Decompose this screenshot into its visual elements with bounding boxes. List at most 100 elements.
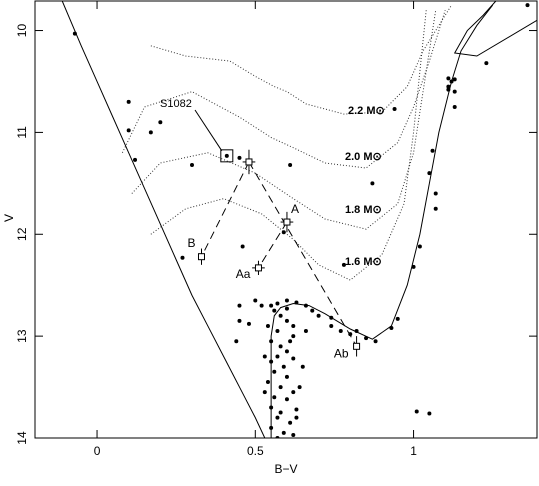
- y-tick-label: 14: [15, 431, 29, 445]
- star: [237, 318, 242, 323]
- star: [262, 354, 267, 359]
- star: [278, 344, 283, 349]
- star: [427, 411, 432, 416]
- star: [284, 318, 289, 323]
- star: [259, 303, 264, 308]
- star: [269, 339, 274, 344]
- s1082-point: [224, 153, 229, 158]
- star: [291, 356, 296, 361]
- x-tick-label: 0.5: [247, 444, 264, 458]
- star: [158, 120, 163, 125]
- star: [370, 181, 375, 186]
- star: [72, 31, 77, 36]
- s1082-label: S1082: [160, 98, 192, 110]
- star: [272, 369, 277, 374]
- s1082-pointer: [194, 109, 223, 152]
- star: [411, 264, 416, 269]
- plot-frame: [34, 0, 538, 439]
- star: [278, 313, 283, 318]
- star: [269, 359, 274, 364]
- star: [291, 334, 296, 339]
- star: [294, 407, 299, 412]
- star: [278, 410, 283, 415]
- star: [265, 323, 270, 328]
- star: [525, 3, 530, 8]
- star: [288, 163, 293, 168]
- star: [278, 385, 283, 390]
- star: [395, 316, 400, 321]
- star: [269, 303, 274, 308]
- y-tick-label: 10: [15, 24, 29, 38]
- star: [275, 301, 280, 306]
- star: [262, 390, 267, 395]
- star: [417, 244, 422, 249]
- star: [373, 339, 378, 344]
- track-label: 1.6 M⊙: [345, 256, 382, 268]
- star: [291, 390, 296, 395]
- star: [452, 77, 457, 82]
- star: [275, 415, 280, 420]
- track-label: 2.0 M⊙: [345, 151, 382, 163]
- star: [284, 349, 289, 354]
- component-point: [283, 218, 291, 226]
- star: [275, 354, 280, 359]
- star: [427, 171, 432, 176]
- star: [234, 339, 239, 344]
- star: [392, 106, 397, 111]
- star: [414, 409, 419, 414]
- star: [246, 321, 251, 326]
- x-axis-label: B−V: [274, 462, 297, 476]
- star: [452, 89, 457, 94]
- star: [253, 298, 258, 303]
- star: [291, 323, 296, 328]
- star: [148, 130, 153, 135]
- star: [265, 379, 270, 384]
- isochrone-line: [453, 1, 537, 57]
- star: [189, 163, 194, 168]
- star: [269, 425, 274, 430]
- star: [354, 329, 359, 334]
- connector: [201, 161, 250, 257]
- connector: [258, 221, 288, 269]
- star: [272, 395, 277, 400]
- star: [338, 329, 343, 334]
- star: [433, 206, 438, 211]
- component-point: [197, 253, 205, 261]
- star: [446, 87, 451, 92]
- s1082-box: [220, 149, 234, 163]
- star: [303, 303, 308, 308]
- star: [126, 99, 131, 104]
- component-label: Ab: [334, 346, 349, 360]
- evolution-track: [150, 4, 452, 115]
- y-tick-label: 13: [15, 329, 29, 343]
- component-point: [245, 158, 253, 166]
- star: [316, 313, 321, 318]
- star: [484, 61, 489, 66]
- evolution-track: [121, 10, 446, 169]
- component-label: B: [187, 236, 195, 250]
- star: [284, 397, 289, 402]
- evolution-track: [150, 10, 427, 281]
- star: [180, 255, 185, 260]
- star: [446, 84, 451, 89]
- star: [133, 157, 138, 162]
- y-tick-label: 12: [15, 227, 29, 241]
- track-label: 1.8 M⊙: [345, 204, 382, 216]
- track-label: 2.2 M⊙: [348, 105, 385, 117]
- isochrone-line: [61, 1, 266, 438]
- star: [288, 420, 293, 425]
- star: [446, 76, 451, 81]
- star: [433, 191, 438, 196]
- y-axis-label: V: [2, 214, 16, 222]
- evolution-track: [131, 10, 437, 230]
- star: [237, 155, 242, 160]
- star: [329, 315, 334, 320]
- star: [297, 385, 302, 390]
- star: [275, 436, 280, 438]
- y-tick-label: 11: [15, 126, 29, 139]
- star: [310, 308, 315, 313]
- x-tick-label: 0: [94, 444, 101, 458]
- star: [284, 306, 289, 311]
